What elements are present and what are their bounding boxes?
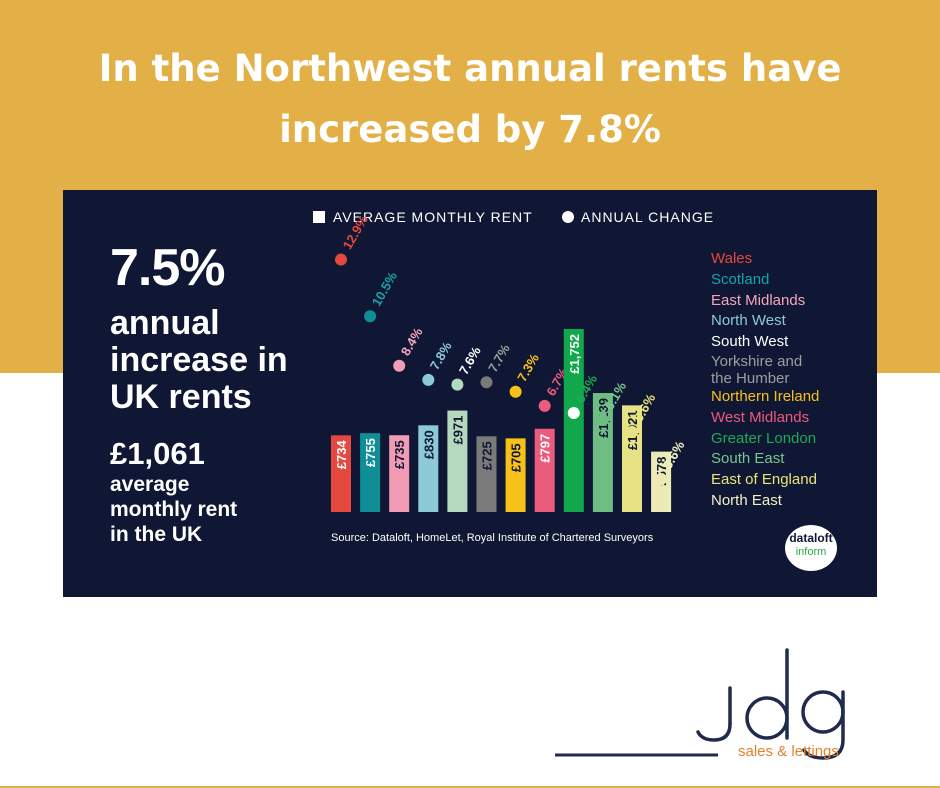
annual-change-label: 8.4% (398, 325, 426, 359)
headline: In the Northwest annual rents have incre… (20, 38, 920, 160)
annual-change-dot (422, 373, 435, 386)
rent-bar (505, 438, 526, 512)
footer-line (0, 786, 940, 788)
region-legend-item: North West (711, 312, 786, 330)
legend-square-icon (313, 211, 325, 223)
annual-change-label: 5.6% (631, 391, 659, 425)
headline-line-1: In the Northwest annual rents have (98, 47, 842, 90)
region-legend-item: Northern Ireland (711, 387, 820, 405)
annual-change-label: 7.3% (514, 351, 542, 385)
annual-change-dot (509, 385, 522, 398)
rent-bar-label: £1,752 (567, 334, 582, 374)
region-legend-item: North East (711, 491, 782, 509)
region-legend-item: Scotland (711, 270, 770, 288)
rent-bar (534, 428, 555, 512)
rent-bar (447, 410, 468, 512)
uk-average-rent-value: £1,061 (110, 436, 205, 471)
avg-text-line: in the UK (110, 523, 203, 546)
annual-change-dot (393, 359, 406, 372)
annual-change-label: 10.5% (369, 269, 401, 309)
annual-change-dot (538, 399, 551, 412)
headline-line-2: increased by 7.8% (279, 108, 661, 151)
rent-bar-label: £705 (509, 443, 524, 472)
stat-text-line: annual (110, 304, 220, 342)
annual-change-label: 7.6% (456, 344, 484, 378)
uk-rent-increase-value: 7.5% (110, 239, 226, 297)
region-legend-item: South East (711, 450, 785, 468)
region-legend-item: East of England (711, 471, 817, 489)
rent-bar-label: £735 (392, 440, 407, 469)
rent-bar (563, 329, 584, 512)
region-legend-item: Greater London (711, 429, 817, 447)
annual-change-dot (626, 425, 638, 438)
annual-change-dot (596, 414, 609, 427)
avg-text-line: monthly rent (110, 498, 238, 521)
annual-change-dot (655, 473, 668, 486)
annual-change-label: 12.9% (340, 212, 372, 252)
rent-bar-label: £830 (421, 430, 436, 459)
dataloft-logo-line-2: inform (795, 546, 827, 558)
uk-average-rent-text: average monthly rent in the UK (110, 472, 330, 547)
rent-bar-label: £725 (480, 441, 495, 470)
dataloft-logo-line-1: dataloft (789, 531, 833, 545)
rent-bar (418, 425, 439, 512)
legend-rent-label: AVERAGE MONTHLY RENT (333, 209, 533, 225)
rent-bar-label: £971 (450, 416, 465, 445)
rent-bar (360, 433, 381, 512)
infographic-panel (63, 190, 877, 597)
dataloft-logo: dataloft inform (785, 525, 837, 571)
source-note: Source: Dataloft, HomeLet, Royal Institu… (331, 532, 654, 544)
region-legend-item: the Humber (711, 369, 790, 387)
jdg-logo: sales & lettings (555, 648, 845, 760)
legend-change-label: ANNUAL CHANGE (581, 209, 715, 225)
region-legend-item: East Midlands (711, 291, 806, 309)
region-legend-item: West Midlands (711, 408, 810, 426)
annual-change-dot (567, 406, 580, 419)
legend-circle-icon (562, 211, 574, 223)
rent-bar-label: £734 (334, 440, 349, 470)
annual-change-dot (480, 376, 493, 389)
rent-bar (389, 435, 410, 512)
annual-change-label: 7.8% (427, 339, 455, 373)
jdg-tagline: sales & lettings (738, 743, 839, 760)
annual-change-dot (451, 378, 464, 391)
annual-change-dot (364, 310, 377, 323)
annual-change-dot (335, 253, 347, 266)
region-legend-item: Yorkshire and (711, 352, 803, 370)
region-legend-item: South West (711, 333, 789, 351)
rent-bar (476, 436, 497, 512)
stat-text-line: UK rents (110, 378, 252, 416)
region-legend: Wales Scotland East Midlands North West Sout… (711, 249, 819, 512)
uk-rent-increase-text: annual increase in UK rents (110, 305, 350, 416)
stat-text-line: increase in (110, 341, 288, 379)
avg-text-line: average (110, 473, 190, 496)
region-legend-item: Wales (711, 250, 753, 267)
rent-bar-label: £797 (538, 434, 553, 463)
rent-bar (331, 435, 351, 512)
rent-bar-label: £755 (363, 438, 378, 467)
annual-change-label: 7.7% (485, 341, 513, 375)
